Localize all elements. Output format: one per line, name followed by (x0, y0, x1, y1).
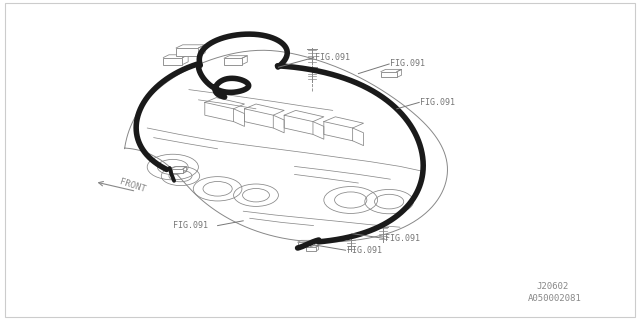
Text: FIG.091: FIG.091 (173, 221, 208, 230)
Bar (381, 72, 397, 77)
Text: A050002081: A050002081 (528, 294, 582, 303)
Bar (306, 247, 316, 251)
Text: J20602: J20602 (536, 282, 568, 291)
Bar (163, 58, 182, 65)
Text: FRONT: FRONT (118, 178, 147, 195)
Text: FIG.091: FIG.091 (390, 60, 426, 68)
Text: FIG.091: FIG.091 (420, 98, 456, 107)
Text: FIG.091: FIG.091 (385, 234, 420, 243)
Bar (224, 58, 242, 65)
Text: FIG.091: FIG.091 (315, 53, 350, 62)
Bar (298, 242, 310, 247)
Bar (176, 48, 198, 56)
Text: FIG.091: FIG.091 (347, 246, 382, 255)
Bar (172, 169, 183, 173)
